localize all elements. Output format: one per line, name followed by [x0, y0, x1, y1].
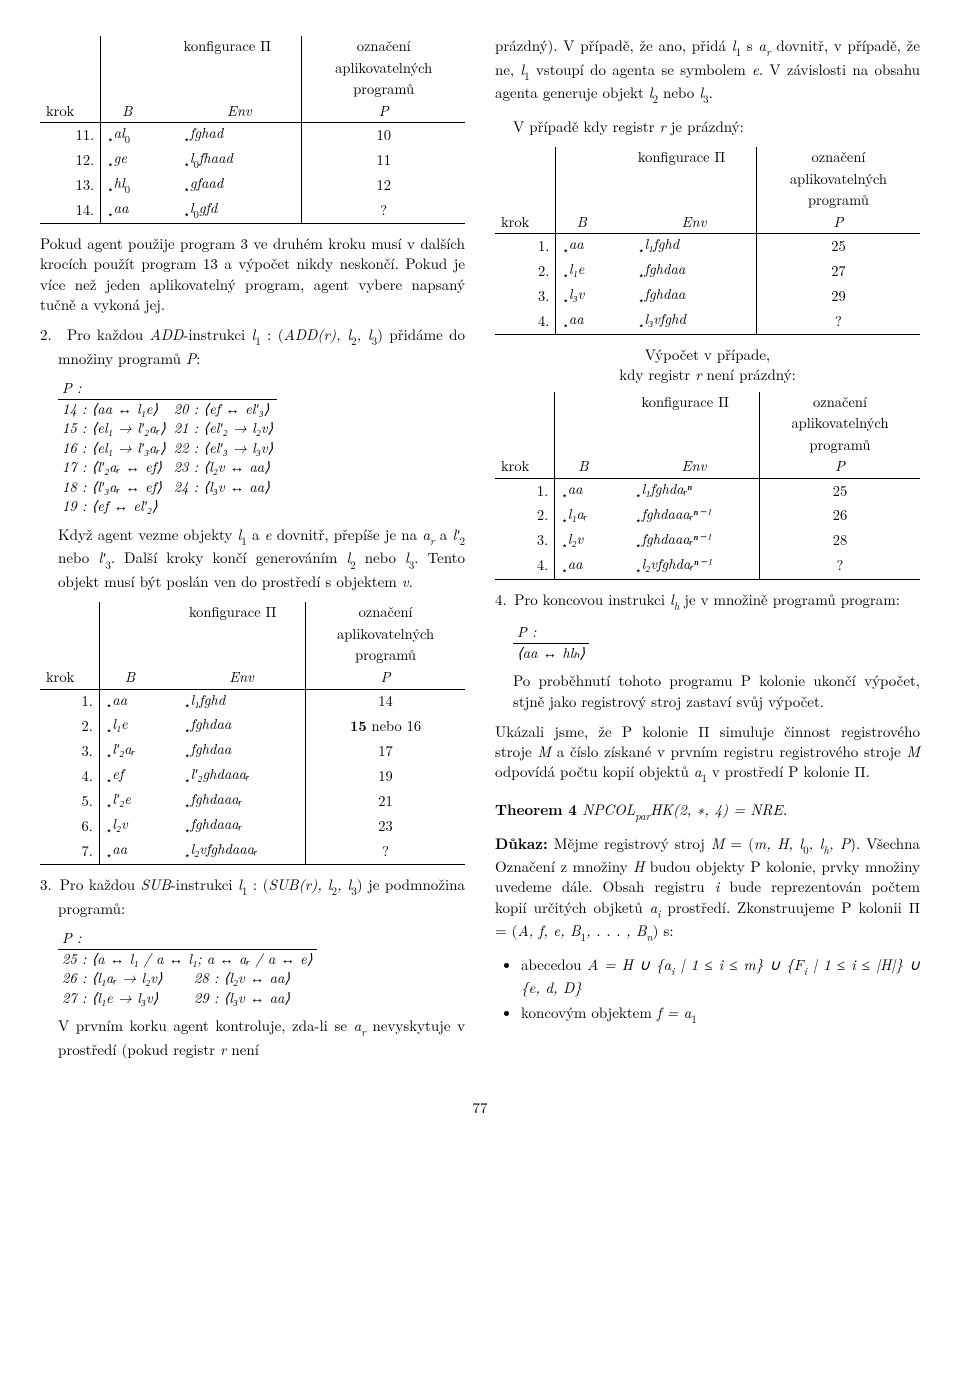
- table-row: 3.⋆l₂v⋆fghdaaaᵣⁿ⁻¹28: [495, 529, 920, 554]
- right-lead-empty: V případě kdy registr r je prázdný:: [495, 117, 920, 137]
- item2-num: 2.: [40, 324, 52, 345]
- table-row: 7.⋆aa⋆l₂vfghdaaaᵣ?: [40, 839, 465, 864]
- config-table-3: konfigurace Πoznačení aplikovatelných pr…: [495, 147, 920, 335]
- table-row: 4.⋆ef⋆l′₂ghdaaaᵣ19: [40, 764, 465, 789]
- right-para1: prázdný). V případě, že ano, přidá l1 s …: [495, 36, 920, 107]
- t1-hk: krok: [40, 101, 101, 123]
- right-lead-nonempty: Výpočet v případe, kdy registr r není pr…: [495, 345, 920, 386]
- config-table-1: konfigurace Π označení aplikovatelných p…: [40, 36, 465, 224]
- right-item4: 4. Pro koncovou instrukci lh je v množin…: [495, 590, 920, 614]
- right-column: prázdný). V případě, že ano, přidá l1 s …: [495, 30, 920, 1070]
- left-column: konfigurace Π označení aplikovatelných p…: [40, 30, 465, 1070]
- t1-hE: Env: [177, 101, 302, 123]
- table-row: 3.⋆l′₂aᵣ⋆fghdaa17: [40, 739, 465, 764]
- left-item2: 2. Pro každou ADD-instrukci l1 : (ADD(r)…: [40, 325, 465, 369]
- program-table-1: P : 14 : ⟨aa ↔ l₁e⟩20 : ⟨ef ↔ el′₃⟩ 15 :…: [58, 379, 277, 517]
- table-row: 4.⋆aa⋆l₂vfghdaᵣⁿ⁻¹?: [495, 554, 920, 579]
- left-para1: Pokud agent použije program 3 ve druhém …: [40, 234, 465, 315]
- table-row: 3.⋆l₃v⋆fghdaa29: [495, 284, 920, 309]
- page: konfigurace Π označení aplikovatelných p…: [40, 30, 920, 1070]
- t1-head-ozn1: označení: [302, 36, 465, 58]
- program-table-2: P : 25 : ⟨a ↔ l₁ / a ↔ l₁; a ↔ aᵣ / a ↔ …: [58, 929, 317, 1008]
- table-row: 1.⋆aa⋆l₁fghd25: [495, 234, 920, 259]
- table-row: 5.⋆l′₂e⋆fghdaaaᵣ21: [40, 789, 465, 814]
- table-row: 1.⋆aa⋆l₁fghdaᵣⁿ25: [495, 478, 920, 503]
- table-row: 2.⋆l₁aᵣ⋆fghdaaaᵣⁿ⁻¹26: [495, 504, 920, 529]
- table-row: 6.⋆l₂v⋆fghdaaaᵣ23: [40, 814, 465, 839]
- config-table-4: konfigurace Πoznačení aplikovatelných pr…: [495, 392, 920, 580]
- config-table-2: konfigurace Πoznačení aplikovatelných pr…: [40, 602, 465, 865]
- program-table-3: P : ⟨aa ↔ hlₕ⟩: [513, 623, 589, 663]
- t1-hP: P: [302, 101, 465, 123]
- t1-head-conf: konfigurace Π: [153, 36, 302, 58]
- pt1-head: P :: [58, 379, 277, 399]
- bullet-2: koncovým objektem f = a1: [521, 1003, 920, 1027]
- theorem-4: Theorem 4 NPCOLparHK(2, ∗, 4) = NRE.: [495, 800, 920, 824]
- bullet-1: abecedou A = H ∪ {ai | 1 ≤ i ≤ m} ∪ {Fi …: [521, 955, 920, 999]
- t1-r1-k: 11.: [40, 123, 101, 148]
- left-para3: V prvním korku agent kontroluje, zda-li …: [40, 1016, 465, 1060]
- proof-bullets: abecedou A = H ∪ {ai | 1 ≤ i ≤ m} ∪ {Fi …: [495, 955, 920, 1026]
- t1-head-ozn3: programů: [302, 79, 465, 101]
- right-para2: Po proběhnutí tohoto programu P kolonie …: [495, 671, 920, 712]
- table-row: 4.⋆aa⋆l₃vfghd?: [495, 309, 920, 334]
- left-item3: 3. Pro každou SUB-instrukci l1 : (SUB(r)…: [40, 875, 465, 919]
- table-row: 2.⋆l₁e⋆fghdaa27: [495, 259, 920, 284]
- right-para3: Ukázali jsme, že P kolonie Π simuluje či…: [495, 722, 920, 786]
- table-row: 2.⋆l₁e⋆fghdaa15 nebo 16: [40, 714, 465, 739]
- page-number: 77: [40, 1098, 920, 1118]
- left-para2: Když agent vezme objekty l1 a e dovnitř,…: [40, 525, 465, 592]
- right-proof: Důkaz: Mějme registrový stroj M = (m, H,…: [495, 834, 920, 945]
- t1-hB: B: [101, 101, 154, 123]
- t1-head-ozn2: aplikovatelných: [302, 58, 465, 80]
- table-row: 1.⋆aa⋆l₁fghd14: [40, 689, 465, 714]
